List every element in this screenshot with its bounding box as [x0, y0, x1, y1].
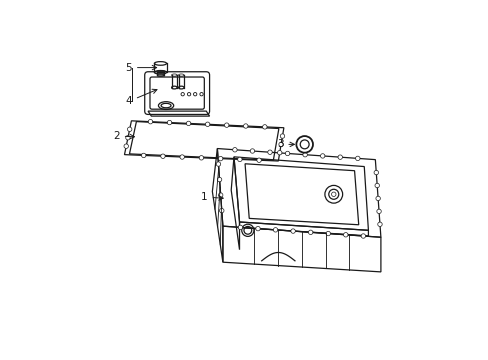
- Circle shape: [199, 156, 203, 160]
- Circle shape: [180, 155, 184, 159]
- Circle shape: [320, 154, 324, 158]
- Ellipse shape: [171, 86, 177, 89]
- Circle shape: [224, 123, 228, 127]
- Circle shape: [181, 93, 184, 96]
- Circle shape: [355, 156, 359, 161]
- Text: 1: 1: [201, 192, 223, 202]
- Circle shape: [374, 183, 379, 188]
- Circle shape: [325, 231, 330, 236]
- Text: 5: 5: [125, 63, 156, 73]
- Circle shape: [377, 222, 382, 226]
- Circle shape: [255, 226, 260, 231]
- Circle shape: [219, 208, 224, 213]
- Circle shape: [343, 233, 347, 237]
- Circle shape: [262, 125, 266, 129]
- Circle shape: [290, 229, 295, 233]
- Circle shape: [187, 93, 190, 96]
- Circle shape: [232, 148, 237, 152]
- Circle shape: [285, 151, 289, 156]
- Text: 3: 3: [276, 139, 294, 149]
- Circle shape: [161, 154, 165, 158]
- Circle shape: [124, 144, 128, 148]
- Circle shape: [238, 225, 242, 230]
- Circle shape: [218, 193, 223, 197]
- Circle shape: [302, 153, 307, 157]
- Circle shape: [308, 230, 312, 234]
- Circle shape: [376, 209, 381, 213]
- Ellipse shape: [154, 62, 166, 65]
- Circle shape: [186, 121, 190, 126]
- Text: 4: 4: [125, 89, 157, 107]
- Circle shape: [331, 192, 335, 197]
- Circle shape: [373, 170, 378, 175]
- Circle shape: [217, 177, 222, 182]
- Circle shape: [278, 142, 283, 147]
- Circle shape: [256, 158, 261, 162]
- Circle shape: [125, 135, 130, 140]
- Circle shape: [216, 162, 220, 166]
- Circle shape: [250, 149, 254, 153]
- Circle shape: [218, 156, 223, 161]
- Text: 2: 2: [113, 131, 134, 141]
- Circle shape: [360, 234, 365, 238]
- Circle shape: [205, 122, 209, 126]
- Circle shape: [148, 120, 152, 124]
- Circle shape: [273, 228, 277, 232]
- Circle shape: [337, 155, 342, 159]
- Circle shape: [193, 93, 197, 96]
- Circle shape: [167, 120, 171, 125]
- Circle shape: [277, 150, 282, 155]
- Circle shape: [267, 150, 272, 154]
- Circle shape: [375, 196, 380, 201]
- Circle shape: [280, 134, 284, 138]
- Circle shape: [127, 127, 132, 131]
- Circle shape: [243, 124, 247, 128]
- Ellipse shape: [178, 86, 183, 89]
- Circle shape: [200, 93, 203, 96]
- Circle shape: [141, 153, 145, 158]
- Circle shape: [237, 157, 242, 162]
